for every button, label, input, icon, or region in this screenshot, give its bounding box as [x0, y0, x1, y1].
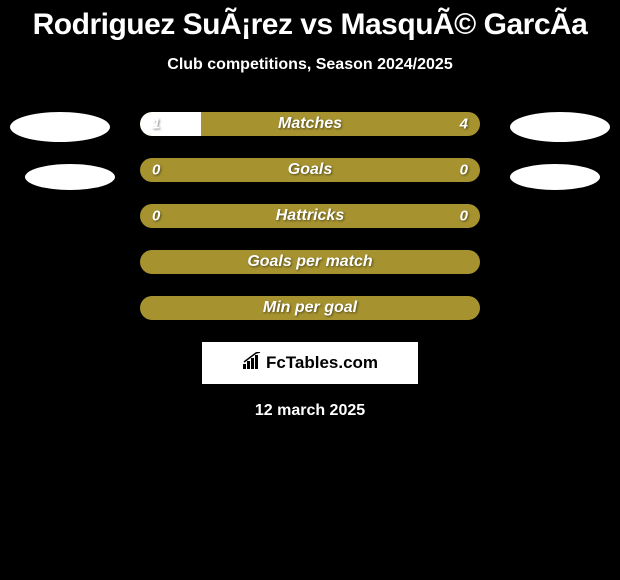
footer-date: 12 march 2025	[0, 402, 620, 420]
chart-icon	[242, 352, 264, 375]
page-title: Rodriguez SuÃ¡rez vs MasquÃ© GarcÃ­a	[0, 8, 620, 42]
stat-label: Hattricks	[140, 207, 480, 225]
stat-value-left: 1	[152, 116, 160, 133]
stat-label: Goals	[140, 161, 480, 179]
stat-row-min-per-goal: Min per goal	[140, 296, 480, 320]
stat-row-goals: 0 Goals 0	[140, 158, 480, 182]
brand-text: FcTables.com	[266, 353, 378, 373]
player-right-oval-2	[510, 164, 600, 190]
player-right-oval-1	[510, 112, 610, 142]
stat-row-goals-per-match: Goals per match	[140, 250, 480, 274]
brand-label: FcTables.com	[242, 352, 378, 375]
stats-area: 1 Matches 4 0 Goals 0 0 Hattricks 0	[0, 112, 620, 420]
stat-value-right: 4	[460, 116, 468, 133]
stat-row-hattricks: 0 Hattricks 0	[140, 204, 480, 228]
brand-box[interactable]: FcTables.com	[202, 342, 418, 384]
stat-label: Min per goal	[140, 299, 480, 317]
stat-label: Goals per match	[140, 253, 480, 271]
player-left-oval-2	[25, 164, 115, 190]
comparison-widget: Rodriguez SuÃ¡rez vs MasquÃ© GarcÃ­a Clu…	[0, 0, 620, 420]
stat-bars: 1 Matches 4 0 Goals 0 0 Hattricks 0	[140, 112, 480, 320]
stat-label: Matches	[140, 115, 480, 133]
stat-value-right: 0	[460, 208, 468, 225]
stat-row-matches: 1 Matches 4	[140, 112, 480, 136]
page-subtitle: Club competitions, Season 2024/2025	[0, 56, 620, 74]
stat-value-left: 0	[152, 162, 160, 179]
stat-value-right: 0	[460, 162, 468, 179]
stat-value-left: 0	[152, 208, 160, 225]
player-left-oval-1	[10, 112, 110, 142]
